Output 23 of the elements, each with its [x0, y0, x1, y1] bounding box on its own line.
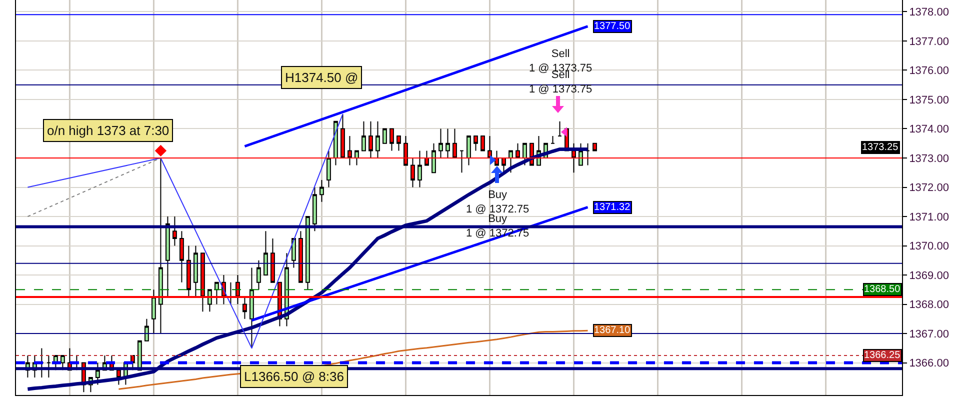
annotation: H1374.50 @ — [285, 70, 358, 85]
y-tick-label: 1371.00 — [909, 211, 949, 224]
y-tick-label: 1378.00 — [909, 6, 949, 19]
y-tick-label: 1369.00 — [909, 270, 949, 282]
y-tick-label: 1367.00 — [909, 328, 949, 340]
y-tick-label: 1375.00 — [909, 94, 949, 106]
y-tick-label: 1374.00 — [909, 124, 949, 136]
y-tick-label: 1372.00 — [909, 182, 949, 194]
ref-line-label: 1368.50 — [864, 284, 901, 295]
data-label: 1377.50 — [594, 21, 631, 32]
y-tick-label: 1370.00 — [909, 240, 949, 253]
data-label: 1371.32 — [594, 202, 631, 213]
y-tick-label: 1373.00 — [909, 152, 949, 165]
ref-line-label: 1366.25 — [864, 350, 901, 361]
y-tick-label: 1377.00 — [909, 36, 949, 48]
y-tick-label: 1366.00 — [909, 358, 949, 370]
y-tick-label: 1368.00 — [909, 299, 949, 312]
y-tick-label: 1376.00 — [909, 65, 949, 78]
annotation: o/n high 1373 at 7:30 — [47, 123, 170, 138]
annotation: L1366.50 @ 8:36 — [244, 369, 344, 384]
data-label: 1367.10 — [594, 325, 631, 336]
text: 1373.25 — [862, 142, 899, 153]
annotation: Buy 1 @ 1372.75 — [466, 189, 530, 216]
